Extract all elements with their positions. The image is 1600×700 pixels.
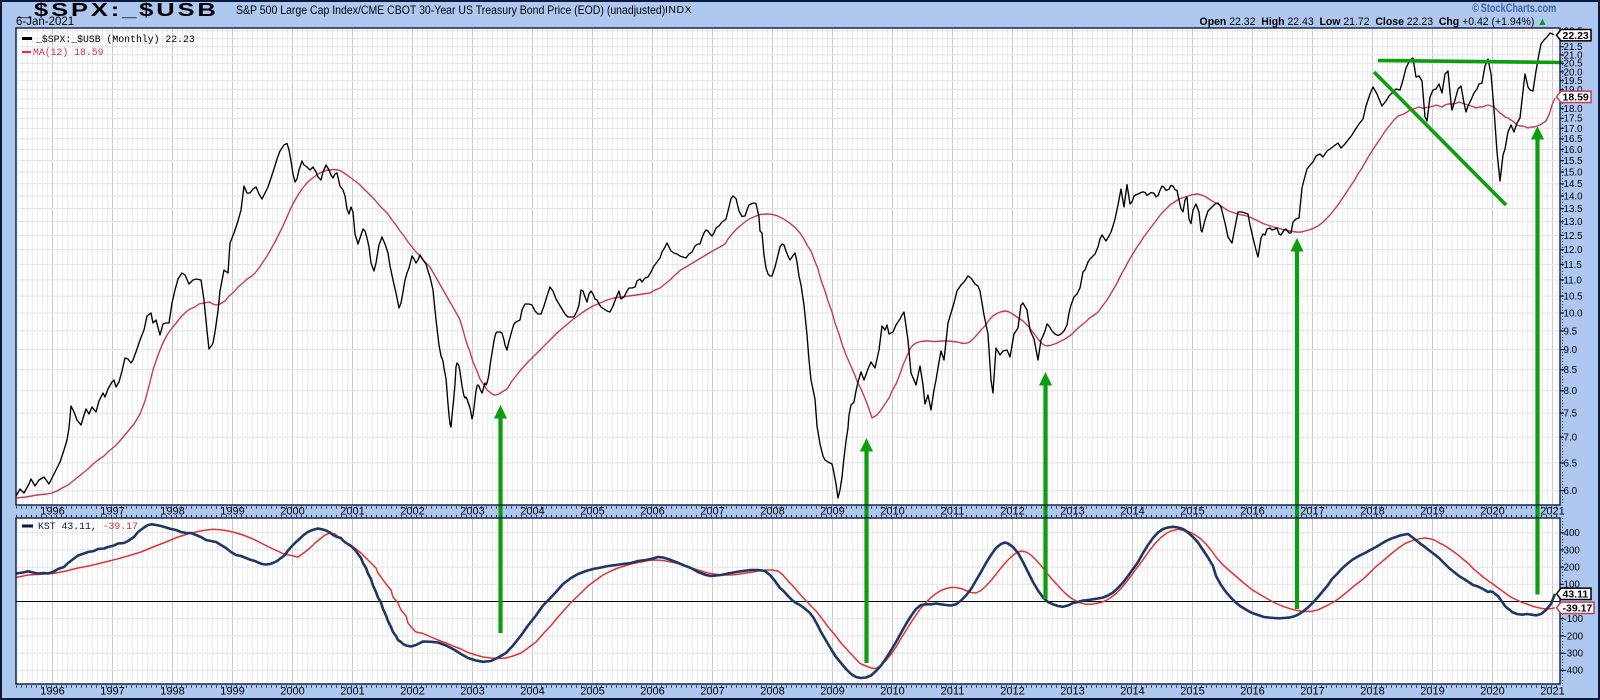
svg-text:2016: 2016 [1240, 506, 1264, 518]
svg-text:2017: 2017 [1300, 506, 1324, 518]
svg-text:17.0: 17.0 [1564, 124, 1584, 135]
svg-text:2000: 2000 [280, 686, 304, 698]
svg-text:2018: 2018 [1360, 686, 1384, 698]
svg-text:2009: 2009 [820, 506, 844, 518]
svg-text:2011: 2011 [941, 506, 965, 518]
svg-text:2006: 2006 [640, 506, 664, 518]
svg-text:-200: -200 [1564, 631, 1584, 642]
svg-text:15.0: 15.0 [1564, 167, 1584, 178]
svg-text:2016: 2016 [1240, 686, 1264, 698]
svg-text:2006: 2006 [640, 686, 664, 698]
svg-text:2018: 2018 [1360, 506, 1384, 518]
svg-text:2009: 2009 [820, 686, 844, 698]
svg-text:6.5: 6.5 [1564, 458, 1578, 469]
svg-text:9.0: 9.0 [1564, 345, 1578, 356]
svg-text:2003: 2003 [460, 686, 484, 698]
svg-text:6.0: 6.0 [1564, 486, 1578, 497]
svg-text:20.5: 20.5 [1564, 59, 1584, 70]
svg-text:2012: 2012 [1000, 686, 1024, 698]
svg-text:2008: 2008 [760, 686, 784, 698]
svg-text:15.5: 15.5 [1564, 156, 1584, 167]
svg-text:2008: 2008 [760, 506, 784, 518]
svg-text:2015: 2015 [1180, 506, 1204, 518]
svg-text:12.0: 12.0 [1564, 245, 1584, 256]
svg-text:2021: 2021 [1540, 506, 1564, 518]
svg-text:400: 400 [1564, 528, 1581, 539]
svg-text:43.11: 43.11 [1563, 589, 1589, 601]
svg-text:2000: 2000 [280, 506, 304, 518]
svg-text:1999: 1999 [220, 506, 244, 518]
svg-text:7.0: 7.0 [1564, 433, 1578, 444]
svg-text:300: 300 [1564, 545, 1581, 556]
svg-text:9.5: 9.5 [1564, 326, 1578, 337]
svg-text:2019: 2019 [1420, 506, 1444, 518]
svg-text:2019: 2019 [1420, 686, 1444, 698]
svg-text:2020: 2020 [1480, 686, 1504, 698]
svg-text:1998: 1998 [160, 506, 184, 518]
svg-text:14.5: 14.5 [1564, 179, 1584, 190]
svg-text:11.0: 11.0 [1564, 275, 1583, 286]
svg-text:12.5: 12.5 [1564, 231, 1584, 242]
svg-text:2007: 2007 [700, 686, 724, 698]
svg-text:2005: 2005 [580, 686, 604, 698]
svg-text:2007: 2007 [700, 506, 724, 518]
svg-text:2021: 2021 [1540, 686, 1564, 698]
svg-text:11.5: 11.5 [1564, 260, 1583, 271]
svg-text:1997: 1997 [100, 506, 124, 518]
svg-text:2020: 2020 [1480, 506, 1504, 518]
svg-text:10.0: 10.0 [1564, 308, 1584, 319]
svg-text:8.0: 8.0 [1564, 386, 1578, 397]
svg-text:1996: 1996 [40, 686, 64, 698]
svg-text:8.5: 8.5 [1564, 365, 1578, 376]
svg-text:10.5: 10.5 [1564, 292, 1584, 303]
svg-text:18.59: 18.59 [1563, 92, 1589, 104]
svg-text:21.0: 21.0 [1564, 50, 1584, 61]
svg-text:16.5: 16.5 [1564, 134, 1584, 145]
svg-text:19.5: 19.5 [1564, 76, 1584, 87]
svg-text:1998: 1998 [160, 686, 184, 698]
svg-text:13.5: 13.5 [1564, 204, 1584, 215]
svg-text:2014: 2014 [1120, 506, 1144, 518]
svg-text:14.0: 14.0 [1564, 191, 1584, 202]
svg-text:17.5: 17.5 [1564, 114, 1584, 125]
svg-text:-300: -300 [1564, 649, 1584, 660]
svg-text:2017: 2017 [1300, 686, 1324, 698]
svg-text:2012: 2012 [1000, 506, 1024, 518]
svg-text:20.0: 20.0 [1564, 67, 1584, 78]
svg-text:2002: 2002 [400, 506, 424, 518]
svg-text:2001: 2001 [340, 506, 364, 518]
svg-text:1999: 1999 [220, 686, 244, 698]
svg-text:2014: 2014 [1120, 686, 1144, 698]
svg-text:22.23: 22.23 [1563, 30, 1589, 42]
svg-text:2013: 2013 [1060, 506, 1084, 518]
svg-text:2002: 2002 [400, 686, 424, 698]
svg-text:18.0: 18.0 [1564, 104, 1584, 115]
svg-text:-100: -100 [1564, 614, 1584, 625]
svg-text:16.0: 16.0 [1564, 145, 1584, 156]
svg-text:2004: 2004 [520, 506, 544, 518]
svg-text:2005: 2005 [580, 506, 604, 518]
svg-text:2010: 2010 [880, 686, 904, 698]
svg-text:21.5: 21.5 [1564, 42, 1584, 53]
svg-text:1997: 1997 [100, 686, 124, 698]
svg-text:100: 100 [1564, 580, 1581, 591]
svg-text:2010: 2010 [880, 506, 904, 518]
svg-text:200: 200 [1564, 563, 1581, 574]
svg-text:1996: 1996 [40, 506, 64, 518]
svg-text:-400: -400 [1564, 666, 1584, 677]
svg-text:2003: 2003 [460, 506, 484, 518]
svg-text:2001: 2001 [340, 686, 364, 698]
svg-text:-39.17: -39.17 [1563, 603, 1593, 615]
svg-text:2015: 2015 [1180, 686, 1204, 698]
svg-text:7.5: 7.5 [1564, 409, 1578, 420]
svg-text:2013: 2013 [1060, 686, 1084, 698]
svg-text:2004: 2004 [520, 686, 544, 698]
svg-text:2011: 2011 [941, 686, 965, 698]
svg-text:13.0: 13.0 [1564, 217, 1584, 228]
